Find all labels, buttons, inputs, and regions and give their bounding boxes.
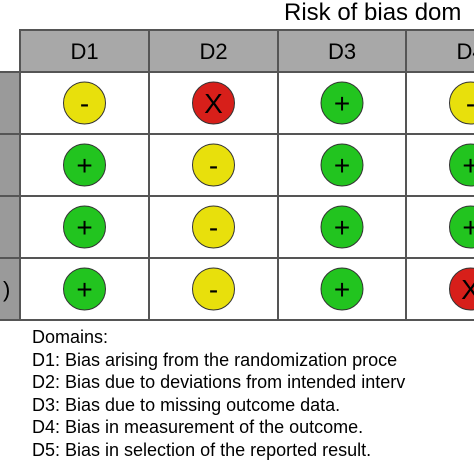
judgement-grid: ) - X + - + - + + + - + + + - + X (0, 71, 474, 321)
judgement-symbol: + (76, 274, 92, 305)
chart-title: Risk of bias dom (284, 0, 461, 26)
legend-item-d1: D1: Bias arising from the randomization … (32, 349, 398, 370)
judgement-circle (63, 267, 106, 311)
judgement-circle (63, 205, 106, 249)
legend-item-d3: D3: Bias due to missing outcome data. (32, 394, 341, 415)
judgement-circle (449, 81, 474, 125)
judgement-circle (320, 205, 364, 249)
judgement-symbol: - (209, 212, 218, 243)
judgement-symbol: X (204, 88, 223, 119)
row-label-cell (0, 195, 21, 259)
judgement-cell (405, 133, 474, 197)
judgement-circle (192, 205, 235, 249)
judgement-symbol: + (76, 150, 92, 181)
row-label-cell (0, 133, 21, 197)
legend-item-d4: D4: Bias in measurement of the outcome. (32, 417, 364, 437)
judgement-symbol: + (334, 212, 350, 243)
column-header-label: D2 (199, 39, 227, 64)
column-header-d1 (19, 29, 150, 73)
row-label-text: ) (3, 277, 10, 302)
judgement-circle (192, 143, 235, 187)
judgement-symbol: - (80, 88, 89, 119)
judgement-circle (63, 143, 106, 187)
judgement-circle (192, 81, 235, 125)
legend-item-d2: D2: Bias due to deviations from intended… (32, 372, 406, 392)
judgement-circle (449, 143, 474, 187)
judgement-symbol: + (462, 150, 474, 181)
judgement-symbol: - (209, 274, 218, 305)
judgement-circle (320, 143, 364, 187)
judgement-circle (320, 267, 364, 311)
domains-legend: Domains: D1: Bias arising from the rando… (32, 326, 405, 461)
judgement-symbol: - (466, 88, 474, 119)
column-header-label: D4 (456, 39, 474, 64)
judgement-symbol: - (209, 150, 218, 181)
judgement-symbol: + (334, 88, 350, 119)
judgement-circle (192, 267, 235, 311)
judgement-symbol: + (462, 212, 474, 243)
judgement-circle (320, 81, 364, 125)
legend-item-d5: D5: Bias in selection of the reported re… (32, 439, 372, 460)
judgement-symbol: + (334, 150, 350, 181)
legend-heading: Domains: (32, 327, 109, 347)
judgement-symbol: X (461, 274, 474, 305)
column-header-label: D3 (328, 39, 356, 64)
judgement-symbol: + (76, 212, 92, 243)
row-label-cell (0, 71, 21, 135)
judgement-circle (449, 267, 474, 311)
column-headers: D1 D2 D3 D4 (19, 29, 474, 73)
judgement-circle (63, 81, 106, 125)
column-header-label: D1 (70, 39, 98, 64)
judgement-circle (449, 205, 474, 249)
judgement-symbol: + (334, 274, 350, 305)
